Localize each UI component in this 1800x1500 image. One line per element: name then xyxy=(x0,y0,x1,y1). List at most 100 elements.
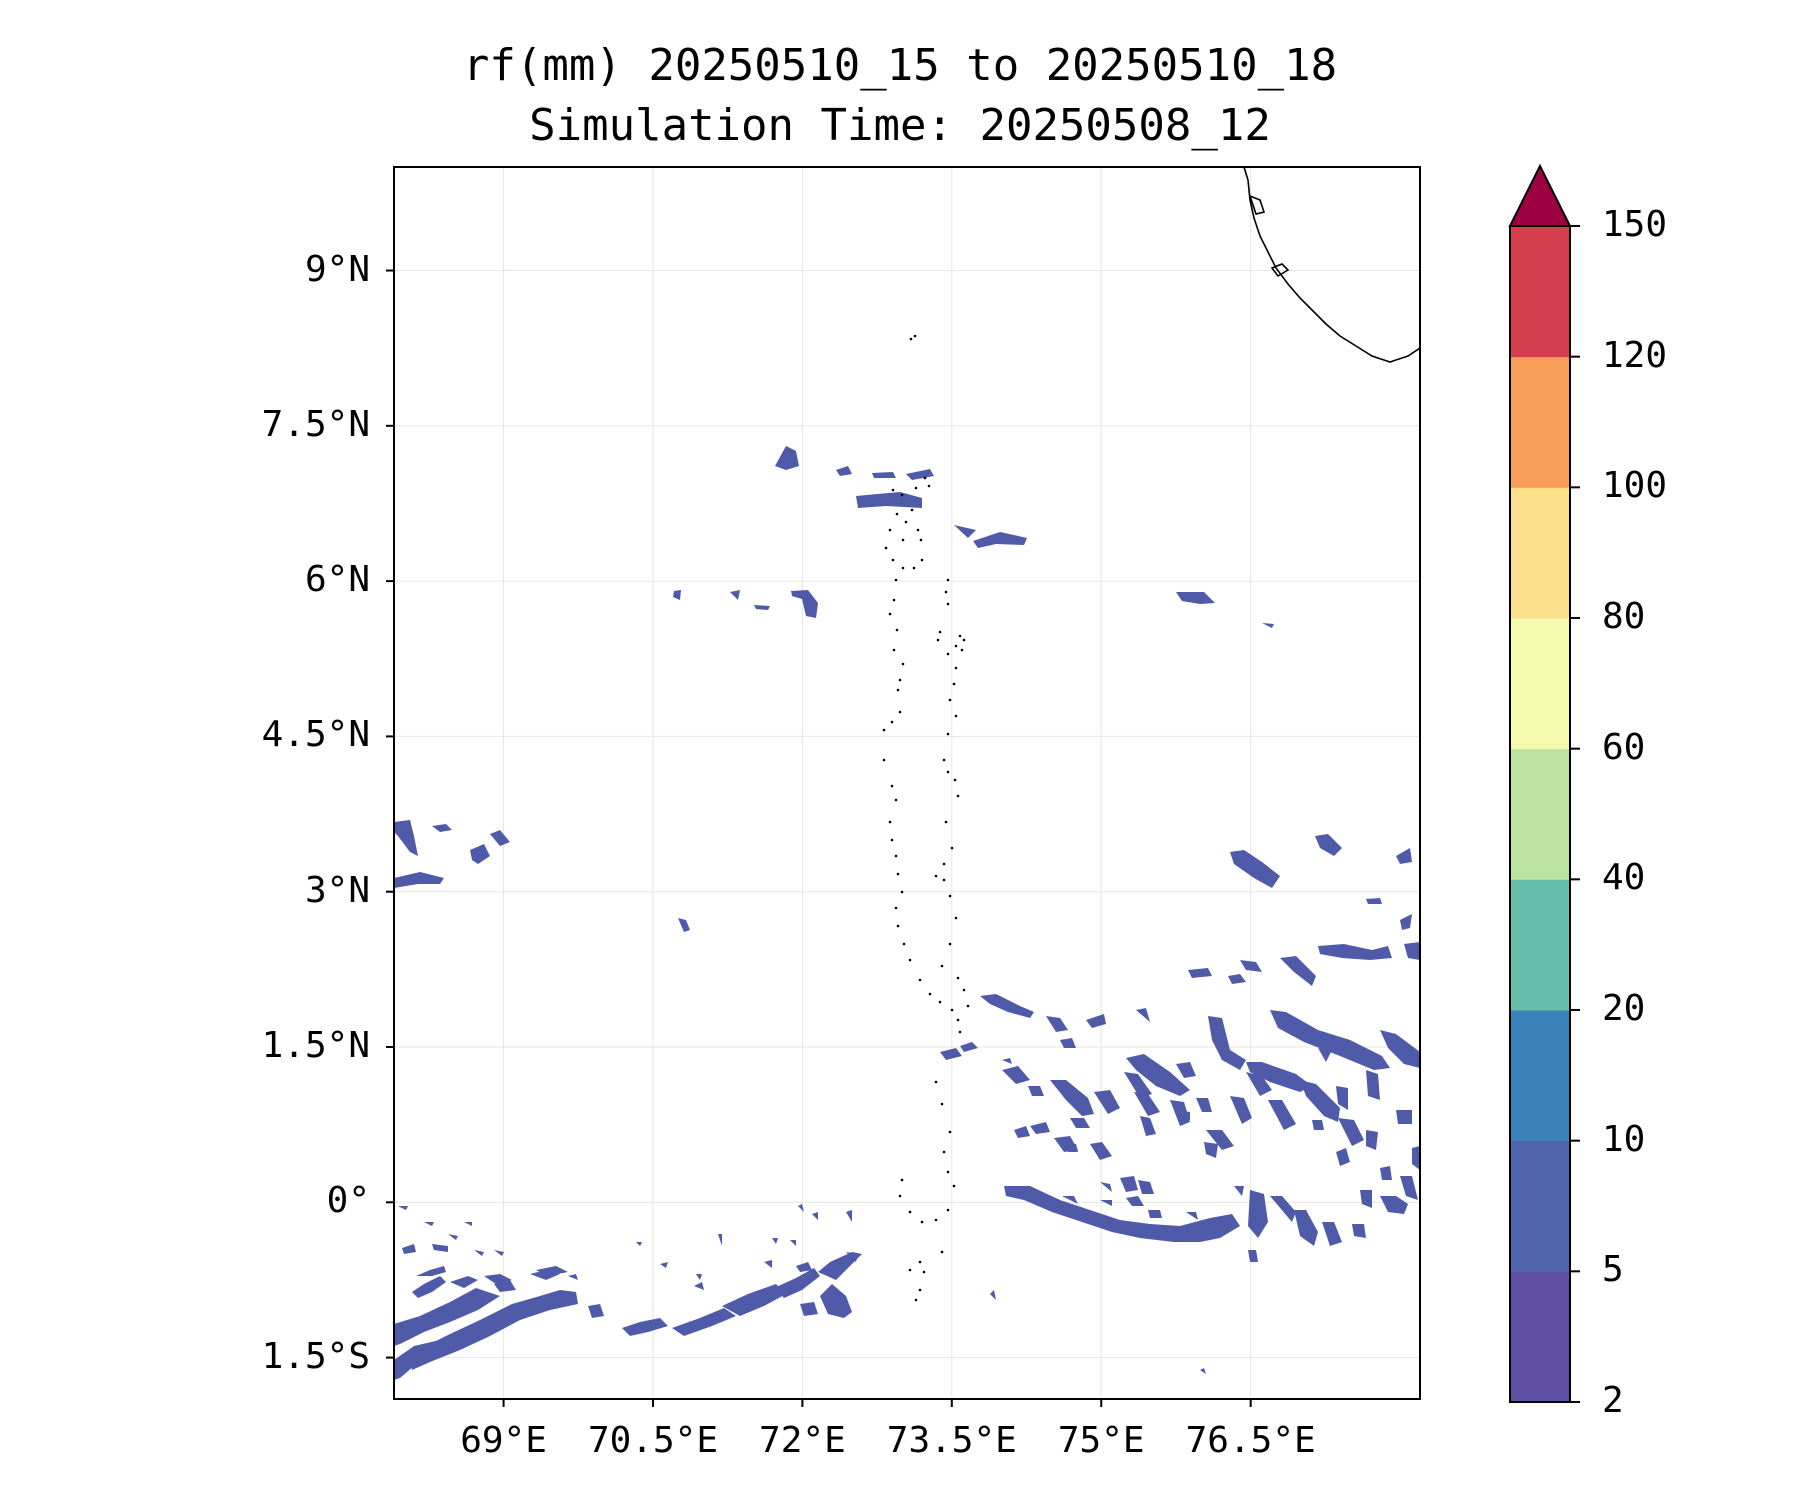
island-dot xyxy=(946,732,950,736)
island-dot xyxy=(898,710,902,714)
rain-patch xyxy=(796,1262,812,1272)
rain-patch xyxy=(588,1304,604,1318)
lat-tick-label: 3°N xyxy=(304,869,370,911)
rain-patch xyxy=(1100,1182,1112,1192)
island-dot xyxy=(909,337,913,341)
island-dot xyxy=(891,558,895,562)
rain-patch xyxy=(1062,1196,1078,1204)
colorbar-label: 5 xyxy=(1602,1249,1624,1291)
island-dot xyxy=(928,992,932,996)
rain-patch xyxy=(774,1268,820,1298)
rain-patch xyxy=(1230,1096,1252,1124)
rain-patch xyxy=(1240,960,1262,972)
island-dot xyxy=(942,758,946,762)
rain-patch xyxy=(450,1276,478,1288)
rain-patch xyxy=(1396,848,1412,864)
island-dot xyxy=(952,1184,956,1188)
island-dot xyxy=(934,1080,938,1084)
lon-tick-label: 75°E xyxy=(1057,1420,1145,1461)
rain-patch xyxy=(1028,1086,1044,1096)
rain-patch xyxy=(754,605,770,610)
rain-patch xyxy=(1124,1072,1152,1098)
rainfall-contours xyxy=(394,446,1420,1380)
rain-patch xyxy=(474,1250,484,1256)
island-dot xyxy=(950,846,954,850)
lat-tick-label: 6°N xyxy=(304,559,370,601)
rain-patch xyxy=(1176,1062,1196,1078)
rain-patch xyxy=(722,1284,786,1316)
island-dot xyxy=(894,578,898,582)
rain-patch xyxy=(1268,1100,1296,1130)
rain-patch xyxy=(1404,942,1420,960)
rain-patch xyxy=(1400,914,1412,930)
rain-patch xyxy=(764,1260,772,1268)
island-dot xyxy=(908,1210,912,1214)
rain-patch xyxy=(906,469,934,480)
island-dot xyxy=(898,1194,902,1198)
rain-patch xyxy=(1352,1224,1366,1238)
rain-patch xyxy=(820,1284,852,1318)
island-dot xyxy=(896,688,900,692)
title-line-2: Simulation Time: 20250508_12 xyxy=(529,100,1271,151)
india-coastline xyxy=(1243,167,1420,363)
rain-patch xyxy=(1140,1116,1156,1136)
lat-tick-label: 7.5°N xyxy=(261,403,370,445)
rain-patch xyxy=(696,1274,702,1280)
rain-patch xyxy=(636,1242,642,1246)
island-dot xyxy=(890,720,894,724)
island-dot xyxy=(946,578,950,582)
rain-patch xyxy=(872,472,896,478)
island-dot xyxy=(900,493,904,497)
rain-patch xyxy=(394,1288,500,1346)
rain-patch xyxy=(1380,1030,1420,1068)
rain-patch xyxy=(812,1212,818,1220)
island-chain xyxy=(882,334,970,1302)
rain-patch xyxy=(1380,1166,1392,1180)
rain-patch xyxy=(1400,1176,1418,1200)
rain-patch xyxy=(954,525,976,538)
colorbar-label: 20 xyxy=(1602,988,1646,1029)
rain-patch xyxy=(1300,1080,1340,1122)
island-dot xyxy=(918,978,922,982)
rain-patch xyxy=(1270,1196,1296,1222)
island-dot xyxy=(895,512,899,516)
rain-patch xyxy=(1126,1054,1190,1096)
island-dot xyxy=(938,630,942,634)
island-dot xyxy=(938,1000,942,1004)
rain-patch xyxy=(1138,1180,1154,1194)
island-dot xyxy=(954,714,958,718)
lon-tick-label: 73.5°E xyxy=(886,1420,1017,1461)
island-dot xyxy=(900,1178,904,1182)
colorbar-segment xyxy=(1510,1010,1570,1142)
island-dot xyxy=(918,1288,922,1292)
rain-patch xyxy=(818,1252,862,1280)
rain-patch xyxy=(1002,1066,1030,1084)
rain-patch xyxy=(1200,1368,1206,1374)
rain-patch xyxy=(622,1318,668,1336)
rain-patch xyxy=(1002,1058,1012,1064)
colorbar-segment xyxy=(1510,226,1570,358)
rain-patch xyxy=(410,1290,578,1370)
rain-patch xyxy=(1204,1142,1218,1158)
map-frame xyxy=(393,166,1421,1400)
rain-patch xyxy=(1366,1070,1380,1100)
rain-patch xyxy=(536,1266,568,1276)
island-dot xyxy=(916,528,920,532)
island-dot xyxy=(952,682,956,686)
rain-patch xyxy=(432,824,452,832)
island-dot xyxy=(946,652,950,656)
rain-patch xyxy=(856,492,922,508)
colorbar xyxy=(1508,163,1580,1403)
island-dot xyxy=(908,958,912,962)
rain-patch xyxy=(1196,1098,1212,1112)
rain-patch xyxy=(1318,1048,1332,1062)
colorbar-label: 40 xyxy=(1602,857,1646,899)
colorbar-extend-arrow xyxy=(1508,163,1572,227)
rain-patch xyxy=(1126,1196,1144,1206)
map-gridlines xyxy=(394,167,1420,1399)
rain-patch xyxy=(1188,968,1212,978)
rain-patch xyxy=(494,1280,516,1292)
coast-inlet xyxy=(1248,194,1266,215)
